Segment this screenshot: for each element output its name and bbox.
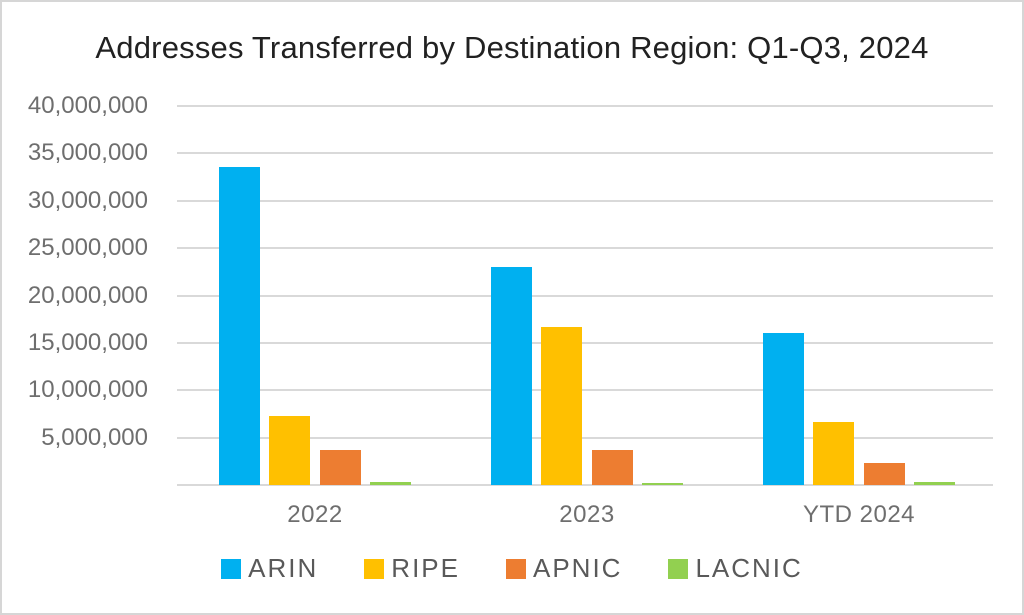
bar-lacnic-ytd-2024 (913, 482, 955, 485)
bar-lacnic-2022 (369, 482, 411, 485)
chart-title: Addresses Transferred by Destination Reg… (95, 30, 929, 65)
x-tick-label-ytd-2024: YTD 2024 (802, 501, 916, 528)
gridline (177, 105, 993, 107)
bar-ripe-2023 (541, 327, 583, 485)
bar-lacnic-2023 (641, 483, 683, 485)
gridline (177, 341, 993, 344)
y-tick-label: 35,000,000 (27, 139, 148, 167)
gridline (177, 294, 993, 297)
legend-item-lacnic: LACNIC (668, 553, 802, 584)
bar-apnic-2023 (591, 450, 633, 485)
y-tick-label: 15,000,000 (27, 328, 148, 356)
legend-item-arin: ARIN (221, 553, 318, 584)
legend-swatch-lacnic (668, 558, 689, 579)
bar-apnic-2022 (319, 450, 361, 485)
gridline (177, 152, 993, 155)
x-tick-label-2022: 2022 (287, 501, 343, 528)
x-axis-baseline (177, 484, 993, 486)
plot-area (177, 105, 993, 486)
y-tick-label: 20,000,000 (27, 281, 148, 309)
y-tick-label: 10,000,000 (27, 376, 148, 404)
legend-swatch-ripe (364, 558, 385, 579)
bar-arin-2022 (219, 167, 260, 485)
legend-label-ripe: RIPE (391, 553, 460, 583)
y-tick-label: 30,000,000 (27, 186, 148, 214)
gridline (177, 247, 993, 250)
legend-item-ripe: RIPE (364, 553, 460, 584)
legend-swatch-apnic (505, 558, 526, 579)
y-tick-label: 25,000,000 (27, 234, 148, 262)
bar-ripe-ytd-2024 (813, 422, 855, 485)
gridline (177, 389, 993, 392)
bar-ripe-2022 (269, 416, 311, 485)
legend-swatch-arin (221, 558, 242, 579)
y-tick-label: 5,000,000 (41, 423, 148, 451)
legend-label-apnic: APNIC (532, 553, 623, 583)
bar-arin-2023 (491, 267, 532, 485)
y-tick-label: 40,000,000 (27, 92, 148, 119)
legend-item-apnic: APNIC (505, 553, 623, 584)
x-tick-label-2023: 2023 (559, 501, 615, 528)
gridline (177, 199, 993, 202)
legend: ARIN RIPE APNIC LACNIC (2, 553, 1022, 584)
bar-apnic-ytd-2024 (863, 463, 905, 485)
legend-label-lacnic: LACNIC (695, 553, 803, 583)
bar-arin-ytd-2024 (763, 333, 804, 485)
legend-label-arin: ARIN (248, 553, 319, 583)
gridline (177, 436, 993, 439)
